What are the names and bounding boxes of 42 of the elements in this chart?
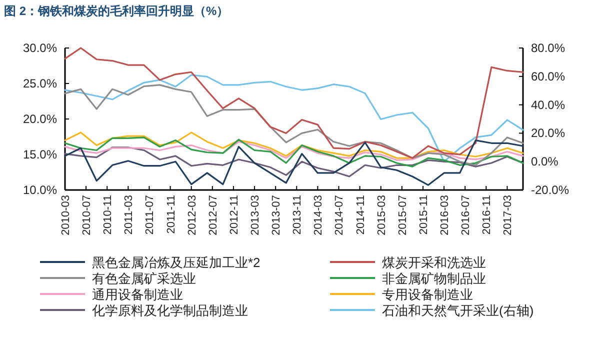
x-tick-label: 2015-11: [418, 195, 430, 235]
x-tick-label: 2016-11: [481, 195, 494, 235]
legend-label: 黑色金属冶炼及压延加工业*2: [92, 255, 260, 270]
legend-label: 专用设备制造业: [382, 287, 473, 302]
x-tick-label: 2015-07: [396, 195, 409, 236]
legend-label: 非金属矿物制品业: [382, 271, 486, 286]
x-tick-label: 2017-03: [502, 195, 514, 236]
y-tick-label: 15.0%: [22, 148, 58, 162]
y2-tick-label: 0.0%: [531, 154, 559, 169]
x-tick-label: 2010-11: [102, 195, 114, 235]
x-tick-label: 2013-11: [292, 195, 304, 235]
x-tick-label: 2015-03: [376, 195, 388, 236]
legend-label: 煤炭开采和洗选业: [382, 255, 486, 270]
x-tick-label: 2010-07: [81, 195, 94, 236]
x-tick-label: 2016-07: [460, 195, 472, 236]
x-tick-label: 2014-11: [354, 195, 367, 235]
x-tick-label: 2014-07: [334, 195, 346, 236]
y-tick-label: 10.0%: [22, 183, 58, 197]
legend-label: 石油和天然气开采业(右轴): [382, 303, 534, 318]
legend-label: 有色金属矿采选业: [92, 271, 196, 286]
y2-tick-label: 40.0%: [531, 98, 566, 112]
legend-label: 化学原料及化学制品制造业: [92, 303, 248, 318]
x-tick-label: 2012-07: [207, 195, 220, 236]
x-tick-label: 2011-03: [123, 195, 136, 235]
y-tick-label: 20.0%: [22, 112, 58, 126]
x-tick-label: 2010-03: [60, 195, 72, 236]
x-tick-label: 2016-03: [439, 195, 452, 236]
x-tick-label: 2011-11: [165, 195, 178, 234]
y2-tick-label: -20.0%: [531, 183, 570, 197]
legend-label: 通用设备制造业: [92, 287, 183, 302]
x-tick-label: 2013-03: [250, 195, 262, 236]
x-tick-label: 2014-03: [312, 195, 325, 236]
chart-title: 图 2：钢铁和煤炭的毛利率回升明显（%）: [4, 4, 229, 18]
x-tick-label: 2012-03: [186, 195, 198, 236]
y-tick-label: 25.0%: [22, 76, 58, 90]
x-tick-label: 2013-07: [270, 195, 283, 236]
x-tick-label: 2011-07: [144, 195, 156, 235]
y2-tick-label: 20.0%: [531, 126, 566, 140]
y-tick-label: 30.0%: [22, 41, 58, 55]
y2-tick-label: 60.0%: [531, 69, 566, 84]
x-tick-label: 2012-11: [228, 195, 240, 235]
y2-tick-label: 80.0%: [531, 41, 566, 55]
